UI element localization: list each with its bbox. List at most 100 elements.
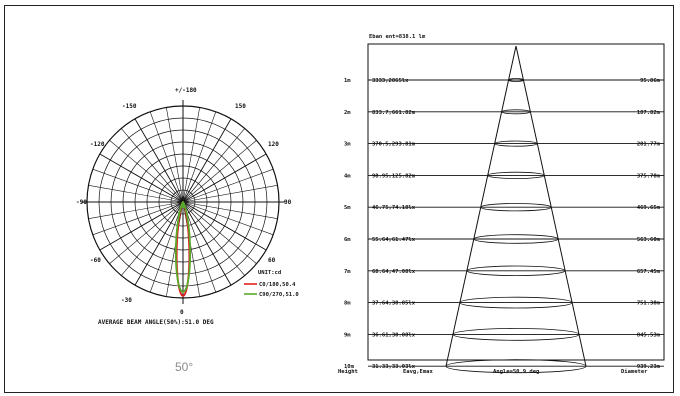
polar-spoke [182,168,274,203]
polar-spoke [109,201,184,264]
cone-ellipse [501,109,531,115]
cone-ellipse [487,171,545,179]
cone-ellipse [459,296,573,309]
polar-spoke [166,107,184,203]
cone-row-height: 6m [344,237,351,243]
cone-row-lux: 3333,2865lx [372,78,409,84]
polar-spoke [182,107,200,203]
cone-row-diameter: 751.38m [637,301,661,307]
polar-angle-label-neg60: -60 [90,257,101,264]
polar-angle-label-0: 0 [180,309,184,316]
cone-edge-left [445,45,517,367]
polar-average-beam-angle: AVERAGE BEAM ANGLE(50%):51.0 DEG [98,319,214,326]
polar-spoke [182,118,232,203]
photometric-report-frame: +/-180 -150 150 -120 120 -90 90 -60 60 -… [4,5,674,393]
polar-spoke [182,201,274,236]
cone-row-lux: 98.95,125.82m [372,173,416,179]
cone-rows: 1m 3333,2865lx 95.86m 2m 833.7,661.82m 187.82… [344,78,664,374]
polar-angle-label-90: 90 [284,199,292,206]
polar-spoke [99,201,184,251]
polar-legend-title: UNIT:cd [258,270,281,276]
cone-footer-height: Height [338,369,358,375]
polar-spoke [182,201,245,276]
cone-row-height: 1m [344,78,351,84]
polar-spoke [121,201,184,276]
polar-spoke [88,201,184,219]
cone-row-height: 7m [344,269,351,275]
cone-row-lux: 55.64,61.47lx [372,237,416,243]
cone-row-height: 4m [344,173,351,179]
polar-spoke [88,185,184,203]
photometric-diagram: +/-180 -150 150 -120 120 -90 90 -60 60 -… [76,34,665,375]
polar-spoke [99,153,184,203]
cone-lines [445,45,587,367]
cone-footer-diameter: Diameter [621,369,648,375]
polar-spoke [92,168,184,203]
cone-ellipse [473,234,559,244]
polar-spoke [182,140,257,203]
cone-ellipse [466,265,566,277]
polar-spoke [182,153,267,203]
cone-ellipse [480,203,552,212]
polar-spoke [166,201,184,297]
polar-spoke [182,201,278,219]
polar-spoke [182,201,200,297]
cone-row-lux: 31.33,33.03lx [372,364,416,370]
cone-row-lux: 46.75,74.18lx [372,205,416,211]
cone-footer-lux: Eavg,Emax [403,369,433,375]
cone-row-lux: 36.61,30.08lx [372,332,416,338]
polar-grid [81,100,285,304]
cone-ellipse [508,78,524,82]
cone-row-diameter: 281.77m [637,142,661,148]
cone-row-diameter: 845.53m [637,332,661,338]
polar-angle-label-150: 150 [235,103,246,110]
cone-row-lux: 37.64,38.85lx [372,301,416,307]
cone-row-diameter: 469.65m [637,205,661,211]
cone-ellipse [445,359,587,374]
polar-legend-c0-label: C0/180,50.4 [259,282,296,288]
polar-curve-origin [181,204,185,208]
cone-row-diameter: 563.60m [637,237,661,243]
polar-angle-label-neg90: -90 [76,199,87,206]
polar-spoke [149,111,184,203]
cone-ellipse [494,140,538,147]
cone-row-diameter: 375.78m [637,173,661,179]
polar-spoke [134,201,184,286]
polar-spoke [182,185,278,203]
beam-cone-diagram: Eban ent=838.1 lm 1m 3333,2865lx 95.86m 2m 8… [338,34,665,375]
cone-row-height: 3m [344,142,351,148]
polar-angle-label-neg30: -30 [121,297,132,304]
cone-row-height: 9m [344,332,351,338]
polar-spoke [182,201,232,286]
cone-row-height: 8m [344,301,351,307]
cone-ellipse [452,328,580,341]
polar-angle-label-neg150: -150 [122,103,137,110]
cone-row-diameter: 657.45m [637,269,661,275]
polar-legend-c90-label: C90/270,51.0 [259,292,299,298]
cone-edge-right [515,45,587,367]
polar-spoke [121,128,184,203]
cone-row-lux: 370.5,293.81m [372,142,416,148]
beam-angle-caption: 50° [175,360,194,374]
cone-row-lux: 68.64,47.08lx [372,269,416,275]
polar-spoke [92,201,184,236]
cone-row-height: 10m [344,364,355,370]
polar-angle-label-180: +/-180 [175,87,197,94]
cone-header: Eban ent=838.1 lm [369,34,426,40]
polar-spoke [182,128,245,203]
polar-angle-label-60: 60 [268,257,276,264]
polar-spoke [182,111,217,203]
polar-curve-c90 [174,201,192,293]
cone-row-height: 2m [344,110,351,116]
polar-angle-label-neg120: -120 [90,141,105,148]
polar-angle-label-120: 120 [268,141,279,148]
cone-row-diameter: 95.86m [640,78,661,84]
polar-spoke [182,201,217,293]
polar-diagram [81,100,285,304]
cone-footer-angle: Angle=50.9 deg [493,369,539,375]
cone-row-diameter: 187.82m [637,110,661,116]
cone-table-border [367,43,665,361]
cone-row-diameter: 939.23m [637,364,661,370]
polar-spoke [149,201,184,293]
polar-spoke [134,118,184,203]
